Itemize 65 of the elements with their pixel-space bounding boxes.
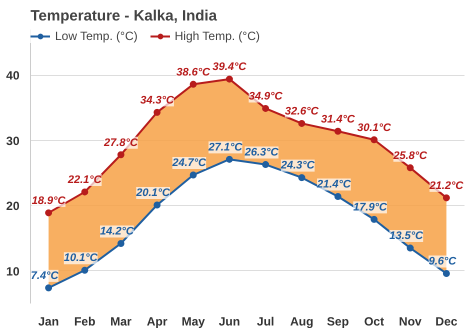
data-label: 39.4°C — [212, 61, 248, 74]
x-tick-label: Jun — [218, 314, 240, 328]
data-label: 9.6°C — [428, 255, 458, 268]
data-label: 18.9°C — [32, 194, 67, 207]
data-label: 26.3°C — [244, 146, 280, 159]
x-tick-label: Apr — [146, 314, 168, 328]
data-label: 32.6°C — [284, 105, 320, 118]
x-tick-label: Jul — [256, 314, 274, 328]
data-label: 27.8°C — [103, 136, 139, 149]
data-label: 30.1°C — [357, 122, 392, 134]
point — [226, 76, 233, 83]
y-tick-label: 10 — [6, 264, 20, 278]
x-tick-label: Jan — [38, 314, 59, 328]
point — [298, 174, 306, 182]
data-label: 21.4°C — [316, 178, 352, 191]
legend-label: Low Temp. (°C) — [55, 29, 138, 43]
point — [406, 244, 414, 252]
data-label: 38.6°C — [176, 66, 212, 78]
data-label: 20.1°C — [135, 186, 172, 199]
data-label: 24.3°C — [280, 160, 316, 172]
point — [154, 201, 161, 208]
point — [298, 120, 306, 127]
point — [442, 194, 450, 202]
data-label: 31.4°C — [321, 113, 356, 126]
point — [370, 216, 378, 223]
point — [81, 266, 88, 274]
x-tick-label: Nov — [398, 314, 422, 328]
point — [370, 136, 378, 144]
y-tick-label: 30 — [6, 134, 20, 148]
x-tick-label: Oct — [364, 314, 384, 328]
legend-label: High Temp. (°C) — [174, 29, 260, 43]
data-label: 17.9°C — [353, 201, 388, 214]
x-tick-label: Feb — [74, 314, 96, 328]
data-label: 24.7°C — [171, 156, 208, 169]
point — [45, 209, 52, 216]
data-label: 13.5°C — [389, 230, 424, 242]
point — [190, 171, 197, 178]
x-tick-label: Mar — [110, 314, 132, 328]
point — [442, 270, 450, 277]
chart-title: Temperature - Kalka, India — [30, 8, 218, 24]
data-label: 34.9°C — [248, 90, 284, 102]
point — [45, 284, 52, 292]
point — [226, 156, 233, 163]
y-tick-label: 20 — [6, 199, 20, 214]
data-label: 10.1°C — [64, 252, 99, 264]
point — [154, 108, 161, 116]
data-label: 21.2°C — [428, 180, 464, 192]
data-label: 27.1°C — [208, 141, 244, 154]
point — [262, 104, 270, 112]
data-label: 14.2°C — [100, 225, 135, 238]
x-tick-label: May — [182, 314, 206, 328]
point — [81, 188, 88, 196]
point — [117, 151, 124, 158]
point — [334, 128, 342, 135]
x-tick-label: Sep — [326, 314, 349, 328]
x-tick-label: Aug — [290, 314, 314, 328]
point — [262, 161, 270, 168]
point — [406, 164, 414, 172]
x-tick-label: Dec — [435, 314, 458, 328]
point — [190, 80, 197, 88]
point — [117, 240, 124, 247]
point — [334, 193, 342, 200]
data-label: 7.4°C — [30, 270, 60, 282]
y-tick-label: 40 — [6, 68, 20, 83]
data-label: 34.3°C — [140, 94, 176, 106]
